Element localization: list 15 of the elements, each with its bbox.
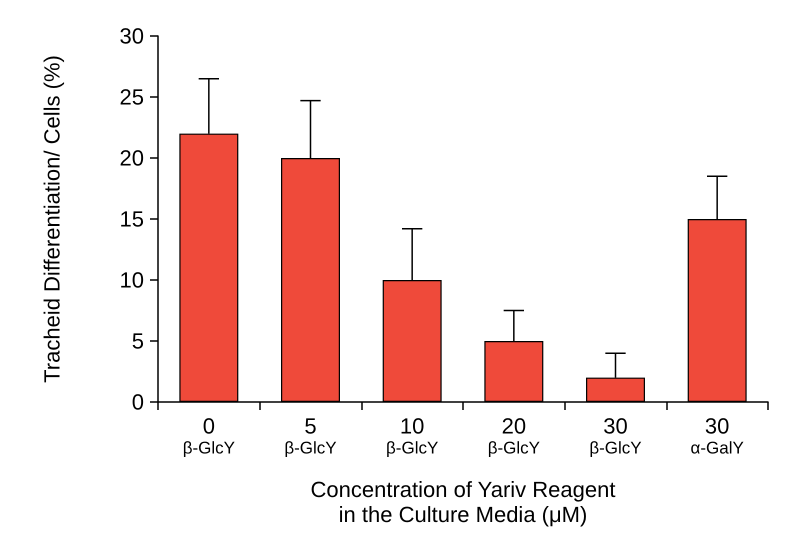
x-tick-label: 30 β-GlcY [589, 414, 642, 458]
y-axis-title: Tracheid Differentiation/ Cells (%) [40, 55, 64, 383]
x-tick-label: 5 β-GlcY [284, 414, 337, 458]
x-tick-label: 30 α-GalY [690, 414, 744, 458]
y-tick-label: 30 [120, 24, 144, 48]
x-tick-label: 0 β-GlcY [182, 414, 235, 458]
y-tick-label: 20 [120, 146, 144, 170]
x-tick-label: 20 β-GlcY [488, 414, 540, 458]
y-tick-label: 15 [120, 206, 144, 232]
y-tick-label: 0 [132, 390, 144, 414]
y-tick-label: 10 [120, 268, 144, 292]
y-tick-label: 25 [120, 84, 144, 110]
x-tick-label: 10 β-GlcY [386, 414, 438, 458]
y-tick-label: 5 [132, 328, 144, 354]
x-axis-title: Concentration of Yariv Reagent in the Culture Media (μM) [310, 477, 616, 527]
